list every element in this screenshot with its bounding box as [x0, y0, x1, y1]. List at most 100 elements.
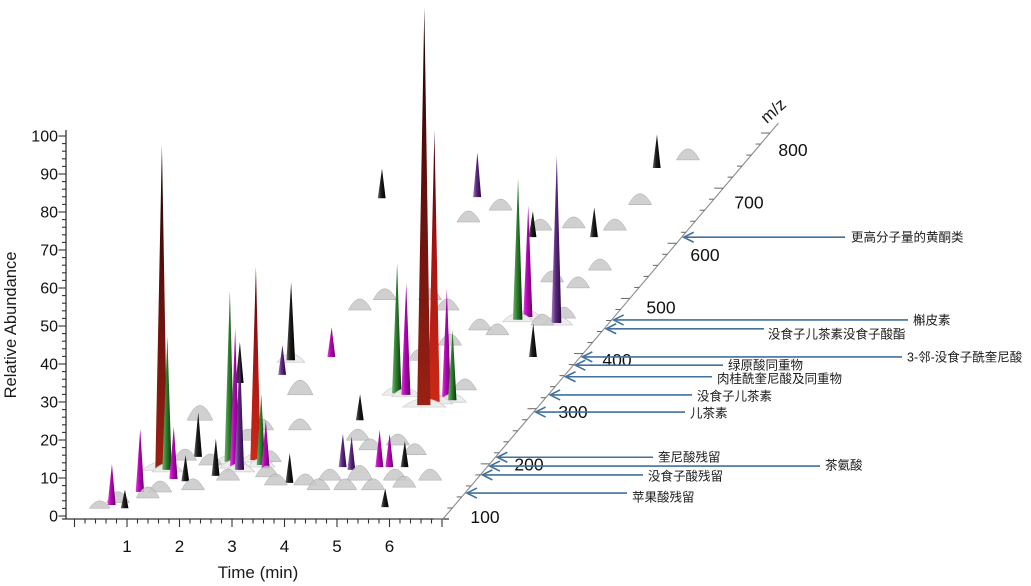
x-tick-label: 4: [280, 537, 289, 556]
annotation-arrowhead-icon: [573, 359, 586, 371]
y-tick-label: 90: [40, 167, 58, 184]
annotation-arrowhead-icon: [548, 389, 561, 401]
noise-mound: [602, 218, 627, 231]
annotation-label: 没食子儿茶素: [697, 388, 772, 403]
annotation-arrowhead-icon: [495, 451, 508, 463]
noise-mound: [287, 379, 314, 396]
x-tick-label: 3: [227, 537, 236, 556]
peak-magenta: [385, 433, 394, 468]
y-tick-label: 0: [49, 509, 58, 526]
noise-mound: [186, 405, 214, 421]
x-tick-label: 2: [175, 537, 184, 556]
peak-black: [381, 488, 389, 508]
peak-purple: [278, 345, 287, 375]
annotation-label: 绿原酸同重物: [728, 358, 803, 373]
peak-black: [528, 323, 537, 358]
peak-red: [428, 130, 440, 402]
peak-black: [377, 168, 386, 199]
peak-green: [392, 263, 402, 394]
peak-green: [256, 394, 266, 466]
annotation-arrowhead-icon: [563, 371, 576, 383]
noise-mound: [566, 276, 591, 289]
peak-magenta: [107, 464, 116, 505]
noise-mound: [263, 473, 288, 486]
noise-mound: [456, 210, 481, 223]
peak-magenta: [261, 419, 270, 469]
y-tick-label: 70: [40, 243, 58, 260]
y-tick-label: 50: [40, 319, 58, 336]
annotation-label: 儿茶素: [690, 406, 728, 421]
z-tick-label: 600: [690, 245, 719, 265]
peak-magenta: [401, 283, 411, 395]
annotation-label: 槲皮素: [913, 313, 951, 327]
noise-mound: [135, 486, 160, 499]
annotation-label: 3-邻-没食子酰奎尼酸: [907, 349, 1023, 364]
z-tick-label: 400: [602, 350, 631, 370]
annotation-label: 没食子儿茶素没食子酸酯: [768, 326, 906, 341]
peak-black: [285, 453, 294, 483]
annotation-label: 茶氨酸: [825, 458, 863, 473]
annotation-label: 奎尼酸残留: [658, 450, 721, 465]
annotation-label: 没食子酸残留: [648, 468, 723, 483]
noise-mound: [306, 478, 331, 491]
peak-magenta: [169, 426, 178, 480]
y-tick-label: 40: [40, 357, 58, 374]
x-axis-title: Time (min): [218, 563, 299, 582]
peak-black: [528, 211, 537, 238]
noise-mound: [88, 500, 111, 509]
peak-black: [355, 394, 364, 421]
noise-mound: [418, 468, 443, 481]
peak-black: [590, 207, 598, 238]
y-tick-label: 30: [40, 395, 58, 412]
noise-mound: [347, 298, 372, 311]
noise-mound: [488, 198, 513, 211]
noise-mound: [333, 478, 358, 491]
noise-mound: [180, 478, 205, 491]
annotation-arrowhead-icon: [580, 351, 593, 363]
annotation-arrowhead-icon: [465, 487, 478, 499]
peak-magenta: [375, 429, 384, 468]
peak-purple: [347, 436, 356, 470]
surface-peaks: [88, 7, 701, 509]
peak-green: [162, 335, 172, 470]
peak-black: [652, 134, 661, 169]
y-axis-title: Relative Abundance: [2, 252, 20, 399]
peak-magenta: [441, 288, 451, 401]
peak-purple: [234, 350, 245, 470]
peak-black: [193, 412, 202, 457]
peak-green: [448, 329, 457, 401]
annotation-arrowhead-icon: [533, 406, 546, 418]
y-tick-label: 10: [40, 471, 58, 488]
peak-black: [211, 438, 220, 476]
noise-mound: [587, 258, 613, 271]
noise-mound: [287, 418, 312, 431]
y-tick-label: 100: [31, 129, 58, 146]
noise-mound: [561, 216, 586, 229]
x-tick-label: 5: [332, 537, 341, 556]
annotation-label: 肉桂酰奎尼酸及同重物: [717, 371, 842, 386]
y-tick-label: 80: [40, 205, 58, 222]
peak-black: [286, 282, 296, 361]
annotation-arrowhead-icon: [611, 314, 624, 326]
annotations: 更高分子量的黄酮类槲皮素没食子儿茶素没食子酸酯3-邻-没食子酰奎尼酸绿原酸同重物…: [465, 230, 1023, 505]
annotation-arrowhead-icon: [488, 460, 501, 472]
peak-dark-red: [155, 144, 168, 469]
peak-black: [120, 489, 129, 509]
noise-mound: [530, 313, 555, 326]
z-tick-label: 700: [734, 193, 763, 213]
z-tick-label: 800: [778, 140, 807, 160]
peak-magenta: [523, 205, 533, 318]
peak-purple: [473, 152, 482, 198]
annotation-label: 更高分子量的黄酮类: [851, 230, 964, 245]
peak-green: [512, 178, 523, 320]
noise-mound: [485, 323, 510, 336]
z-tick-label: 100: [470, 507, 499, 527]
peak-black: [181, 455, 190, 482]
noise-mound: [361, 478, 386, 491]
peak-dark-red: [417, 7, 431, 406]
annotation-arrowhead-icon: [604, 323, 617, 335]
x-tick-label: 1: [122, 537, 131, 556]
noise-mound: [437, 333, 462, 346]
